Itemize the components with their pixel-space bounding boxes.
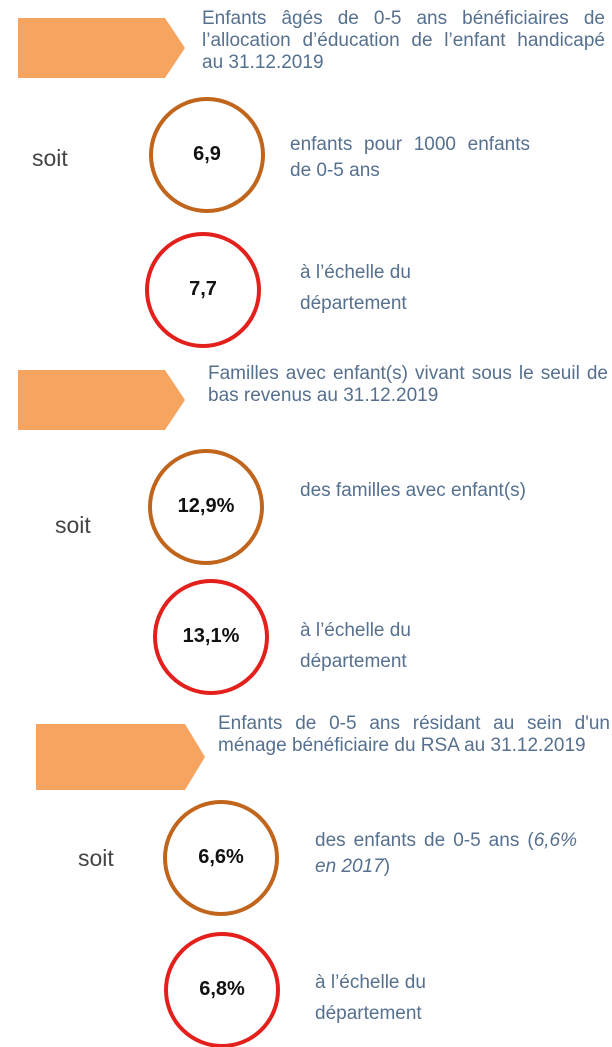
department-text: à l’échelle du [300, 262, 411, 283]
department-value: 6,8% [199, 978, 245, 1000]
text-part: des enfants de 0-5 ans ( [315, 830, 534, 851]
department-text: à l’échelle du [300, 620, 411, 641]
description: Familles avec enfant(s) vivant sous le s… [208, 363, 608, 406]
department-text: département [300, 293, 407, 314]
arrow [18, 18, 185, 78]
value-circle [145, 232, 261, 348]
value-circle [148, 449, 264, 565]
description: Enfants âgés de 0-5 ans bénéficiaires de… [202, 8, 605, 73]
department-text: département [300, 651, 407, 672]
value-circle [163, 800, 279, 916]
prefix: soit [55, 512, 91, 538]
value-circle [153, 579, 269, 695]
department-text: à l’échelle du [315, 972, 426, 993]
value-text: enfants pour 1000 enfants de 0-5 ans [290, 132, 530, 184]
prefix: soit [78, 845, 114, 871]
value-circle [164, 932, 280, 1047]
value-text: des familles avec enfant(s) [300, 478, 570, 504]
value-text: des enfants de 0-5 ans (6,6% en 2017) [315, 828, 577, 880]
arrow [18, 370, 185, 430]
value: 12,9% [177, 495, 235, 517]
text-part: des familles avec enfant(s) [300, 480, 526, 501]
department-value: 7,7 [189, 278, 217, 300]
text-part: ) [383, 856, 391, 877]
arrow [36, 724, 205, 790]
value: 6,9 [193, 143, 221, 165]
department-text: département [315, 1003, 422, 1024]
text-part: enfants pour 1000 enfants de 0-5 ans [290, 134, 530, 181]
description: Enfants de 0-5 ans résidant au sein d'un… [218, 713, 610, 756]
text-part: 6,6% en 2017 [315, 830, 577, 877]
prefix: soit [32, 145, 68, 171]
department-value: 13,1% [182, 625, 240, 647]
value: 6,6% [198, 846, 244, 868]
value-circle [149, 97, 265, 213]
